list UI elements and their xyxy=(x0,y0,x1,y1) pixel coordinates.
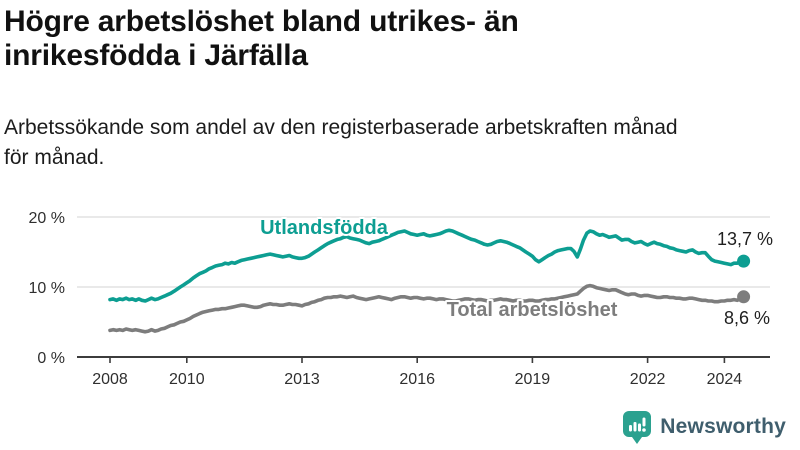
x-tick-label-2008: 2008 xyxy=(92,371,128,388)
series-endpoint-utlandsfodda xyxy=(737,254,751,268)
title-line-1: Högre arbetslöshet bland utrikes- än xyxy=(4,5,519,38)
series-endpoint-total-arbetsloshet xyxy=(737,290,751,304)
value-label-total-arbetsloshet: 8,6 % xyxy=(724,308,770,328)
title-line-2: inrikesfödda i Järfälla xyxy=(4,39,308,72)
x-tick-label-2019: 2019 xyxy=(515,371,551,388)
newsworthy-logo: Newsworthy xyxy=(622,408,786,446)
y-tick-label-0pct: 0 % xyxy=(37,350,65,367)
x-tick-label-2013: 2013 xyxy=(284,371,320,388)
subtitle-line-2: för månad. xyxy=(4,146,105,169)
x-tick-label-2022: 2022 xyxy=(630,371,666,388)
series-line-utlandsfodda xyxy=(108,228,746,303)
value-label-utlandsfodda: 13,7 % xyxy=(717,229,773,249)
y-tick-label-10pct: 10 % xyxy=(29,280,65,297)
y-tick-label-20pct: 20 % xyxy=(29,210,65,227)
x-tick-label-2016: 2016 xyxy=(399,371,435,388)
x-tick-label-2010: 2010 xyxy=(169,371,205,388)
series-label-total-arbetsloshet: Total arbetslöshet xyxy=(447,299,618,321)
bar-chart-speech-bubble-icon xyxy=(623,411,652,444)
page-title: Högre arbetslöshet bland utrikes- än inr… xyxy=(4,5,519,73)
series-line-total-arbetsloshet xyxy=(108,283,746,334)
chart-subtitle: Arbetssökande som andel av den registerb… xyxy=(4,113,678,173)
brand-name: Newsworthy xyxy=(660,415,786,438)
subtitle-line-1: Arbetssökande som andel av den registerb… xyxy=(4,116,678,139)
series-label-utlandsfodda: Utlandsfödda xyxy=(260,217,389,239)
x-tick-label-2024: 2024 xyxy=(707,371,743,388)
